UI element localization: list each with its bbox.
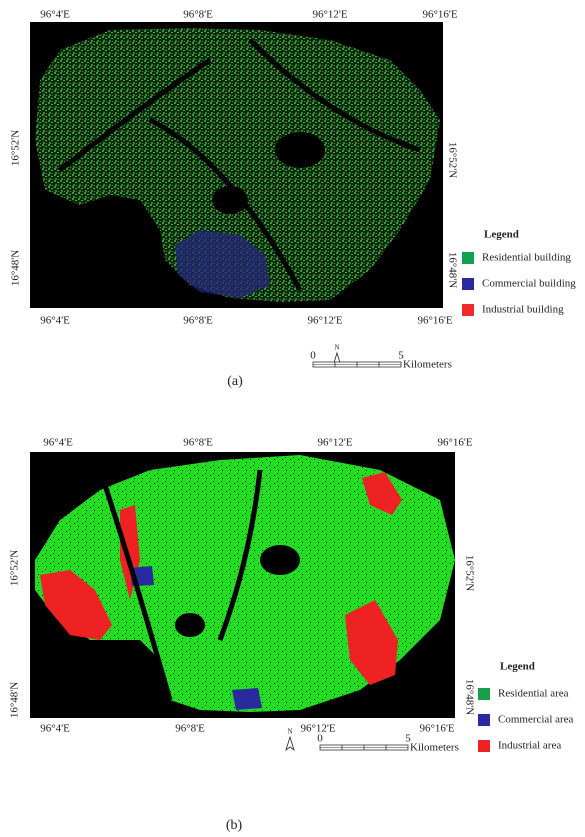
- longitude-label: 96°12'E: [312, 9, 347, 21]
- longitude-label: 96°4'E: [40, 315, 70, 327]
- legend-title: Legend: [500, 661, 535, 673]
- scale-unit: Kilometers: [410, 742, 459, 754]
- legend-title: Legend: [484, 229, 519, 241]
- scale-start: 0: [317, 733, 323, 745]
- latitude-label: 16°52'N: [10, 130, 22, 166]
- legend-label: Residential building: [482, 252, 571, 264]
- legend-swatch: [478, 714, 490, 726]
- latitude-label: 16°52'N: [463, 555, 475, 591]
- longitude-label: 96°4'E: [40, 723, 70, 735]
- north-arrow: [286, 737, 294, 750]
- longitude-label: 96°16'E: [437, 437, 472, 449]
- latitude-label: 16°48'N: [9, 682, 21, 718]
- north-label: N: [334, 344, 339, 352]
- longitude-label: 96°8'E: [175, 723, 205, 735]
- north-label: N: [287, 728, 292, 736]
- longitude-label: 96°8'E: [183, 437, 213, 449]
- scale-unit: Kilometers: [403, 359, 452, 371]
- figure: 96°4'E 96°8'E 96°12'E 96°16'E 96°4'E 96°8'E 96…: [0, 0, 585, 837]
- legend-swatch: [478, 688, 490, 700]
- legend-swatch: [478, 740, 490, 752]
- legend-label: Commercial area: [498, 714, 574, 726]
- legend-swatch: [462, 252, 474, 264]
- legend-label: Commercial building: [482, 278, 576, 290]
- longitude-label: 96°12'E: [317, 437, 352, 449]
- legend-label: Residential area: [498, 688, 569, 700]
- longitude-label: 96°16'E: [417, 315, 452, 327]
- longitude-label: 96°16'E: [419, 723, 454, 735]
- latitude-label: 16°52'N: [446, 142, 458, 178]
- longitude-label: 96°4'E: [40, 9, 70, 21]
- latitude-label: 16°52'N: [9, 550, 21, 586]
- longitude-label: 96°8'E: [183, 315, 213, 327]
- legend-label: Industrial area: [498, 740, 561, 752]
- scale-start: 0: [310, 350, 316, 362]
- longitude-label: 96°8'E: [183, 9, 213, 21]
- latitude-label: 16°48'N: [446, 252, 458, 288]
- legend-swatch: [462, 304, 474, 316]
- legend-swatch: [462, 278, 474, 290]
- latitude-label: 16°48'N: [463, 679, 475, 715]
- map-a: [30, 22, 443, 308]
- longitude-label: 96°16'E: [422, 9, 457, 21]
- legend-label: Industrial building: [482, 304, 564, 316]
- caption: (b): [226, 818, 243, 833]
- caption: (a): [227, 374, 243, 389]
- longitude-label: 96°4'E: [43, 437, 73, 449]
- map-b: [30, 452, 455, 718]
- longitude-label: 96°12'E: [307, 315, 342, 327]
- latitude-label: 16°48'N: [10, 250, 22, 286]
